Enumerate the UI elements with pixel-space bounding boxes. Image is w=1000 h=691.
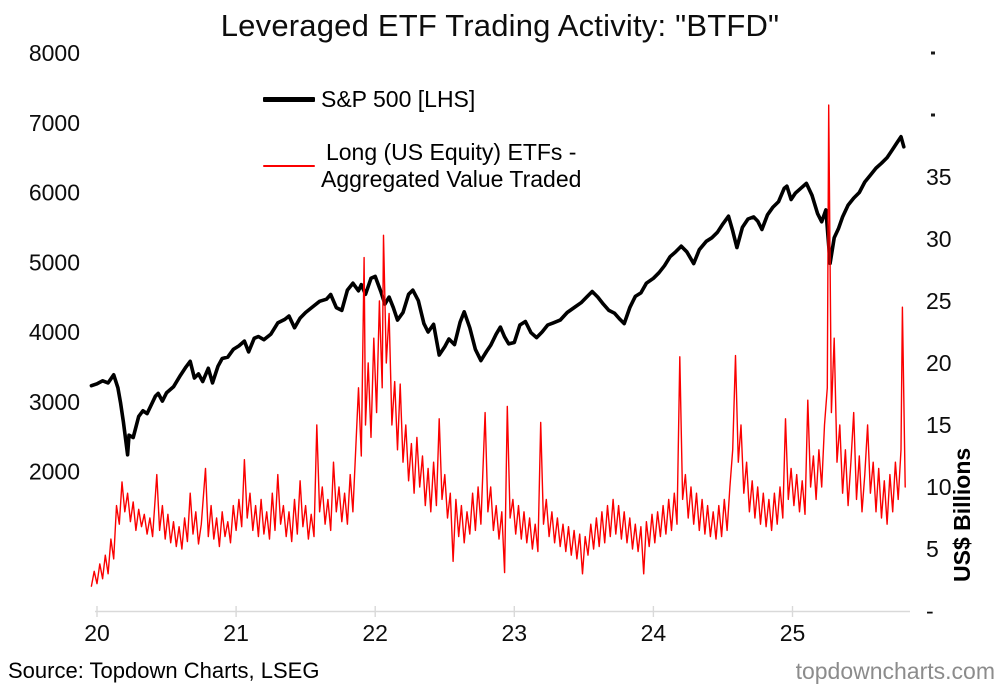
right-axis-tick-label: 10 [926,474,952,500]
x-axis-tick-label: 23 [502,620,528,646]
left-axis-tick-label: 7000 [29,110,80,136]
plot-area: 20 21 22 23 24 25 2000 3000 4000 5000 6000 7000 8000… [29,40,952,646]
source-note: Source: Topdown Charts, LSEG [8,658,320,683]
x-axis-tick-label: 25 [780,620,806,646]
right-axis-tick-label: 20 [926,350,952,376]
legend: S&P 500 [LHS] Long (US Equity) ETFs - Ag… [263,86,581,219]
right-axis-tick-label: 35 [926,164,952,190]
left-axis-tick-label: 4000 [29,319,80,345]
chart-title: Leveraged ETF Trading Activity: "BTFD" [220,8,780,43]
right-axis-tick-label: 5 [926,536,939,562]
x-axis-tick-label: 21 [223,620,249,646]
x-axis-tick-label: 20 [84,620,110,646]
etf-value-traded-line [90,104,906,587]
left-axis-tick-label: 3000 [29,389,80,415]
sp500-line [89,134,906,457]
left-axis-tick-label: 5000 [29,249,80,275]
right-axis-minor-mark [931,113,935,117]
legend-label-etf-line2: Aggregated Value Traded [321,166,582,192]
legend-label-etf-line1: Long (US Equity) ETFs - [325,139,577,165]
right-axis-minor-mark [931,51,935,55]
etf-line-swatch [263,165,315,167]
legend-item-sp500: S&P 500 [LHS] [263,86,581,113]
left-axis-tick-label: 2000 [29,459,80,485]
watermark: topdowncharts.com [795,658,995,684]
right-axis-tick-label: 15 [926,412,952,438]
right-axis-tick-label: 30 [926,226,952,252]
right-axis-tick-label: 25 [926,288,952,314]
x-axis-tick-label: 22 [362,620,388,646]
left-axis-tick-label: 8000 [29,40,80,66]
x-axis-tick-label: 24 [641,620,667,646]
left-axis-tick-label: 6000 [29,180,80,206]
right-axis-title: US$ Billions [949,447,975,583]
right-axis-tick-label: - [926,598,934,624]
sp500-line-swatch [263,97,315,102]
legend-item-etf: Long (US Equity) ETFs - Aggregated Value… [263,139,581,193]
legend-label-sp500: S&P 500 [LHS] [321,86,476,112]
